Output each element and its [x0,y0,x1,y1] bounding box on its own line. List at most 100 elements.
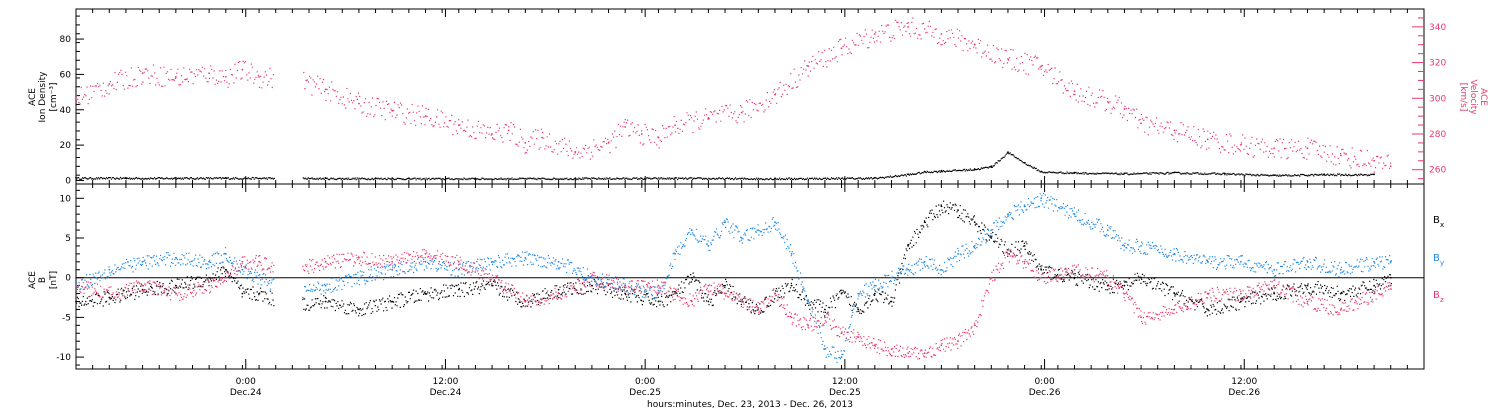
series-velocity-point [1007,58,1009,60]
series-bz-point [241,260,244,263]
series-bz-point [1373,292,1375,295]
series-by-point [1206,260,1209,263]
legend-bz-sub: z [1440,296,1444,304]
field-tick-label: 5 [65,234,71,244]
series-velocity-point [424,115,427,117]
velocity-axis-ticks: 260 280 300 320 340 [1412,17,1446,180]
series-bx-point [1173,292,1176,295]
density-tick-label: 40 [60,106,72,116]
series-by-point [940,268,943,271]
series-ion-density-point [474,177,477,180]
field-tick-label: 10 [60,194,72,204]
series-velocity-point [807,65,810,67]
series-by-point [840,356,843,358]
series-by-point [1123,245,1126,247]
series-bz-point [973,324,976,327]
series-by-point [1389,260,1392,263]
series-bx-point [424,292,427,295]
series-by-point [707,245,710,247]
series-by-point [990,229,993,232]
series-ion-density-point [1040,170,1043,173]
series-ion-density-point [774,177,776,180]
series-bz-point [940,344,943,347]
series-bx-point [1040,268,1043,271]
series-ion-density-point [75,176,77,179]
series-by-point [358,276,360,279]
series-bx-point [990,237,993,239]
series-by-point [524,256,527,259]
series-bz-point [224,276,227,279]
series-bz-point [807,324,810,327]
series-bz-point [674,292,676,295]
series-ion-density-point [923,170,926,173]
series-velocity-point [141,72,144,75]
density-tick-label: 0 [65,176,71,186]
series-velocity-point [1040,65,1043,67]
series-by-point [324,284,327,287]
series-velocity-point [740,111,743,114]
series-by-point [907,268,909,271]
density-tick-label: 80 [60,35,72,45]
series-by-point [824,348,826,351]
series-bz-point [690,300,693,303]
series-by-point [1106,229,1109,232]
series-velocity-point [524,142,527,144]
series-bz [75,249,1392,360]
legend-bx-sub: x [1440,221,1444,229]
series-bz-point [324,260,327,263]
series-bz-point [1206,292,1209,295]
series-bz-point [957,340,959,343]
series-bx-point [790,284,793,287]
series-velocity-point [1273,147,1276,150]
series-velocity-point [657,136,660,139]
series-bz-point [1173,308,1176,311]
series-by-point [391,268,394,271]
series-bz-point [1123,292,1126,295]
series-bz-point [457,260,460,263]
series-bx-point [208,276,211,279]
series-velocity-point [1339,154,1342,157]
series-by-point [1339,268,1342,271]
velocity-axis-label-line3: [km/s] [1458,83,1468,112]
series-by-point [1023,205,1026,208]
series-by-point [1040,197,1043,200]
time-tick-label: 0:00 [1034,377,1054,387]
series-bx-point [724,284,726,287]
top-panel-frame [75,8,1425,185]
series-bz-point [1273,284,1276,287]
series-bz-point [923,352,926,354]
series-bx-point [873,292,876,295]
series-bz-point [591,276,593,279]
series-bz-point [258,260,260,263]
series-velocity-point [1373,159,1375,162]
series-bx-point [108,296,111,299]
series-velocity-point [108,83,111,85]
series-bz-point [824,316,826,319]
series-velocity-point [324,88,327,91]
series-ion-density-point [1323,173,1325,176]
series-by-point [690,229,693,232]
series-bz-point [557,292,560,295]
series-ion-density-point [224,176,227,179]
legend-bz: B z [1433,290,1444,304]
series-velocity-point [507,129,510,132]
series-velocity-point [258,76,260,78]
series-bx-point [707,300,710,303]
series-velocity-point [1140,122,1142,125]
series-bz-point [1023,260,1026,263]
series-bz-point [524,300,527,303]
series-by-point [774,221,776,224]
series-ion-density-point [674,177,676,179]
series-by-point [241,268,244,271]
series-velocity-point [541,136,543,139]
bottom-panel-magnetic-field: -10 -5 0 5 10 ACE B [nT] B x B y B z [28,183,1444,370]
series-ion-density-point [407,177,410,180]
legend-bx-main: B [1433,215,1440,226]
field-axis-label-line3: [nT] [49,271,59,289]
series-bx-point [75,300,77,303]
series-bz-point [491,276,493,279]
series-ion-density-point [1073,171,1076,174]
series-bz-point [724,292,726,295]
series-bz-point [707,284,710,287]
